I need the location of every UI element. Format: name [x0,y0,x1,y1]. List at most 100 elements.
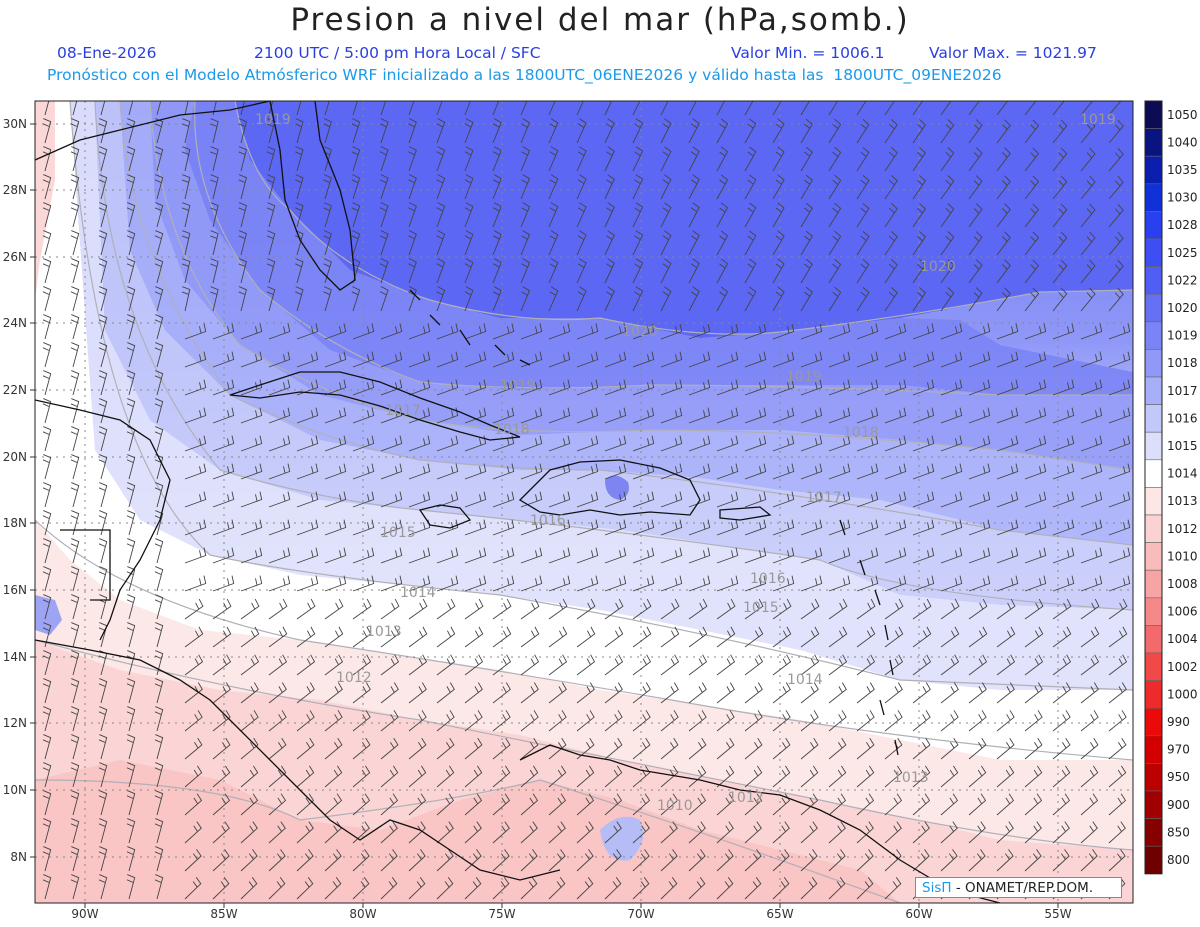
wind-barb [98,370,108,396]
wind-barb [408,323,431,340]
colorbar: 1050 1040 1035 1030 1028 1025 1022 1020 1019 1018… [1144,100,1198,875]
wind-barb [184,463,207,480]
colorbar-swatch [1144,376,1163,405]
wind-barb [1052,710,1071,732]
wind-barb [912,682,931,704]
wind-barb [352,626,372,648]
wind-barb [1080,259,1096,284]
wind-barb [828,737,847,760]
wind-barb [828,407,851,424]
wind-barb [604,575,627,592]
wind-barb [154,118,164,144]
wind-barb [492,519,515,536]
wind-barb [436,146,446,172]
wind-barb [576,202,587,228]
wind-barb [464,654,484,676]
colorbar-swatch [1144,625,1163,654]
wind-barb [828,258,842,284]
wind-barb [70,706,80,732]
wind-barb [154,202,164,228]
wind-barb [154,482,164,508]
wind-barb [70,622,80,648]
wind-barb [660,849,678,872]
wind-barb [996,435,1019,452]
wind-barb [744,491,767,508]
wind-barb [576,379,599,396]
wind-barb [940,821,958,844]
wind-barb [996,463,1019,480]
wind-barb [548,519,571,536]
wind-barb [464,286,474,312]
wind-barb [212,379,235,396]
wind-barb [408,407,431,424]
wind-barb [912,231,926,256]
wind-barb [940,231,955,256]
wind-barb [98,678,108,704]
wind-barb [464,491,487,508]
wind-barb [154,874,164,900]
wind-barb [884,821,902,844]
colorbar-label: 1013 [1167,494,1198,508]
wind-barb [268,379,291,396]
wind-barb [379,258,389,284]
wind-barb [940,203,955,228]
wind-barb [940,147,955,172]
wind-barb [800,146,813,172]
wind-barb [744,765,763,788]
wind-barb [1108,175,1124,200]
wind-barb [660,876,678,900]
wind-barb [380,710,399,732]
wind-barb [996,287,1011,312]
wind-barb [492,323,515,340]
wind-barb [856,821,874,844]
wind-barb [240,765,259,788]
wind-barb [744,286,757,312]
wind-barb [268,598,288,620]
wind-barb [520,519,543,536]
wind-barb [1080,379,1103,396]
wind-barb [126,482,136,508]
wind-barb [996,654,1016,676]
wind-barb [98,230,108,256]
wind-barb [436,351,459,368]
wind-barb [492,626,512,648]
wind-barb [520,626,540,648]
wind-barb [42,510,52,536]
wind-barb [126,790,136,816]
wind-barb [660,435,683,452]
wind-barb [940,119,955,144]
wind-barb [520,174,531,200]
wind-barb [1080,737,1099,760]
wind-barb [436,710,455,732]
wind-barb [1052,491,1075,508]
lon-label: 90W [71,907,98,921]
wind-barb [184,793,203,816]
wind-barb [240,351,263,368]
wind-barb [324,682,343,704]
wind-barb [126,538,136,564]
wind-barb [1052,435,1075,452]
isobar-label: 1014 [787,672,823,688]
wind-barb [70,874,80,900]
wind-barb [1052,231,1068,256]
wind-barb [436,737,455,760]
wind-barb [772,710,791,732]
wind-barb [660,407,683,424]
wind-barb [744,174,757,200]
wind-barb [1024,547,1047,564]
wind-barb [1080,175,1096,200]
wind-barb [856,519,879,536]
wind-barb [716,575,739,592]
wind-barb [98,762,108,788]
wind-barb [800,626,820,648]
wind-barb [436,230,446,256]
wind-barb [70,734,80,760]
wind-barb [98,342,108,368]
wind-barb [212,407,235,424]
map-area[interactable]: 1020 1020 1019 1019 1018 1018 1017 1017 … [35,91,1133,904]
lat-label: 12N [3,716,27,730]
wind-barb [492,230,502,256]
wind-barb [1052,379,1075,396]
wind-barb [324,849,342,872]
wind-barb [996,821,1014,844]
